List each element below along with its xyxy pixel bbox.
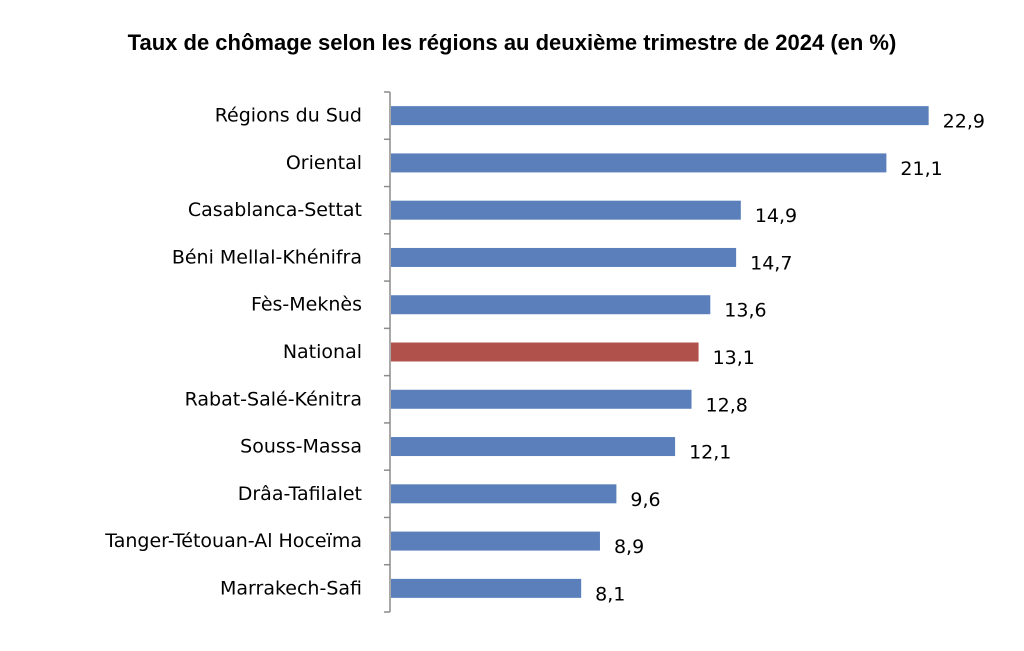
category-label: Régions du Sud	[215, 105, 362, 127]
category-label: Fès-Meknès	[251, 294, 362, 316]
value-label: 12,8	[706, 394, 748, 416]
y-axis-ticks	[384, 91, 390, 613]
category-label: Rabat-Salé-Kénitra	[185, 388, 362, 410]
bar	[391, 295, 711, 315]
category-label: Marrakech-Safi	[220, 577, 362, 599]
value-label: 21,1	[900, 158, 942, 180]
chart-title: Taux de chômage selon les régions au deu…	[127, 30, 897, 55]
value-label: 12,1	[689, 442, 731, 464]
value-label: 14,7	[750, 252, 792, 274]
bar	[391, 342, 699, 362]
value-label: 9,6	[630, 489, 660, 511]
bar	[391, 578, 582, 598]
bar	[391, 247, 737, 267]
bar	[391, 531, 600, 551]
category-labels-group: Régions du Sud Oriental Casablanca-Settat B…	[104, 105, 362, 600]
category-label: Tanger-Tétouan-Al Hoceïma	[104, 530, 362, 552]
bar	[391, 106, 929, 126]
category-label: Béni Mellal-Khénifra	[172, 246, 362, 268]
value-label: 22,9	[943, 111, 985, 133]
value-labels-group: 22,9 21,1 14,9 14,7 13,6 13,1 12,8 12,1 9,6 8,9 8,…	[595, 111, 985, 606]
category-label: Casablanca-Settat	[188, 199, 362, 221]
value-label: 13,1	[713, 347, 755, 369]
category-label: Oriental	[286, 152, 362, 174]
value-label: 13,6	[724, 300, 766, 322]
bar	[391, 437, 676, 457]
bar	[391, 389, 692, 409]
value-label: 8,9	[614, 536, 644, 558]
bar	[391, 484, 617, 504]
bar	[391, 153, 887, 173]
value-label: 8,1	[595, 583, 625, 605]
category-label: Souss-Massa	[240, 436, 362, 458]
bar	[391, 200, 741, 220]
category-label: National	[283, 341, 362, 363]
value-label: 14,9	[755, 205, 797, 227]
category-label: Drâa-Tafilalet	[238, 483, 362, 505]
bars-group	[391, 106, 929, 598]
